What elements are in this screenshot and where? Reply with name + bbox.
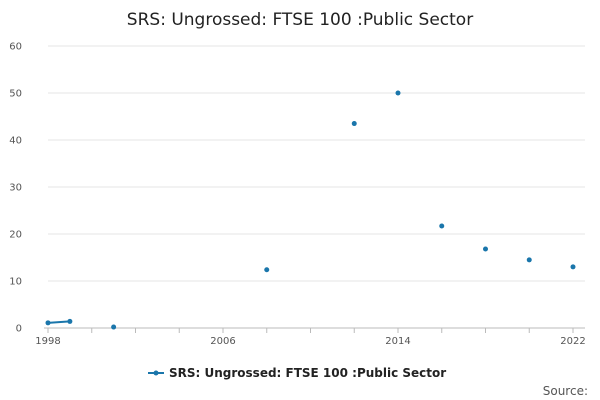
axes: 0 10 20 30 40 50 60 1998 2006 2014 2022 bbox=[9, 42, 585, 348]
y-tick-label: 0 bbox=[16, 324, 22, 335]
data-point[interactable] bbox=[67, 318, 73, 324]
x-tick-label: 2022 bbox=[560, 336, 585, 347]
legend-label: SRS: Ungrossed: FTSE 100 :Public Sector bbox=[169, 366, 446, 380]
y-tick-label: 10 bbox=[9, 277, 22, 288]
data-point[interactable] bbox=[111, 324, 117, 330]
y-tick-label: 60 bbox=[9, 42, 22, 53]
x-tick-label: 1998 bbox=[35, 336, 60, 347]
x-tick-label: 2006 bbox=[210, 336, 235, 347]
data-point[interactable] bbox=[570, 264, 576, 270]
series-line-segment bbox=[47, 320, 70, 324]
chart-title: SRS: Ungrossed: FTSE 100 :Public Sector bbox=[127, 10, 473, 30]
grid bbox=[48, 45, 585, 282]
legend[interactable]: SRS: Ungrossed: FTSE 100 :Public Sector bbox=[148, 366, 446, 380]
source-label: Source: bbox=[543, 384, 588, 398]
y-tick-label: 30 bbox=[9, 183, 22, 194]
data-point[interactable] bbox=[483, 246, 488, 252]
data-point[interactable] bbox=[395, 90, 401, 96]
series-layer bbox=[45, 90, 576, 330]
y-tick-label: 20 bbox=[9, 230, 22, 241]
y-tick-label: 40 bbox=[9, 136, 22, 147]
data-point[interactable] bbox=[439, 223, 445, 229]
data-point[interactable] bbox=[45, 320, 51, 326]
x-tick-label: 2014 bbox=[385, 336, 410, 347]
data-point[interactable] bbox=[526, 257, 532, 263]
data-point[interactable] bbox=[351, 121, 357, 127]
y-tick-label: 50 bbox=[9, 89, 22, 100]
legend-dot-marker bbox=[153, 370, 159, 376]
data-point[interactable] bbox=[264, 267, 270, 273]
